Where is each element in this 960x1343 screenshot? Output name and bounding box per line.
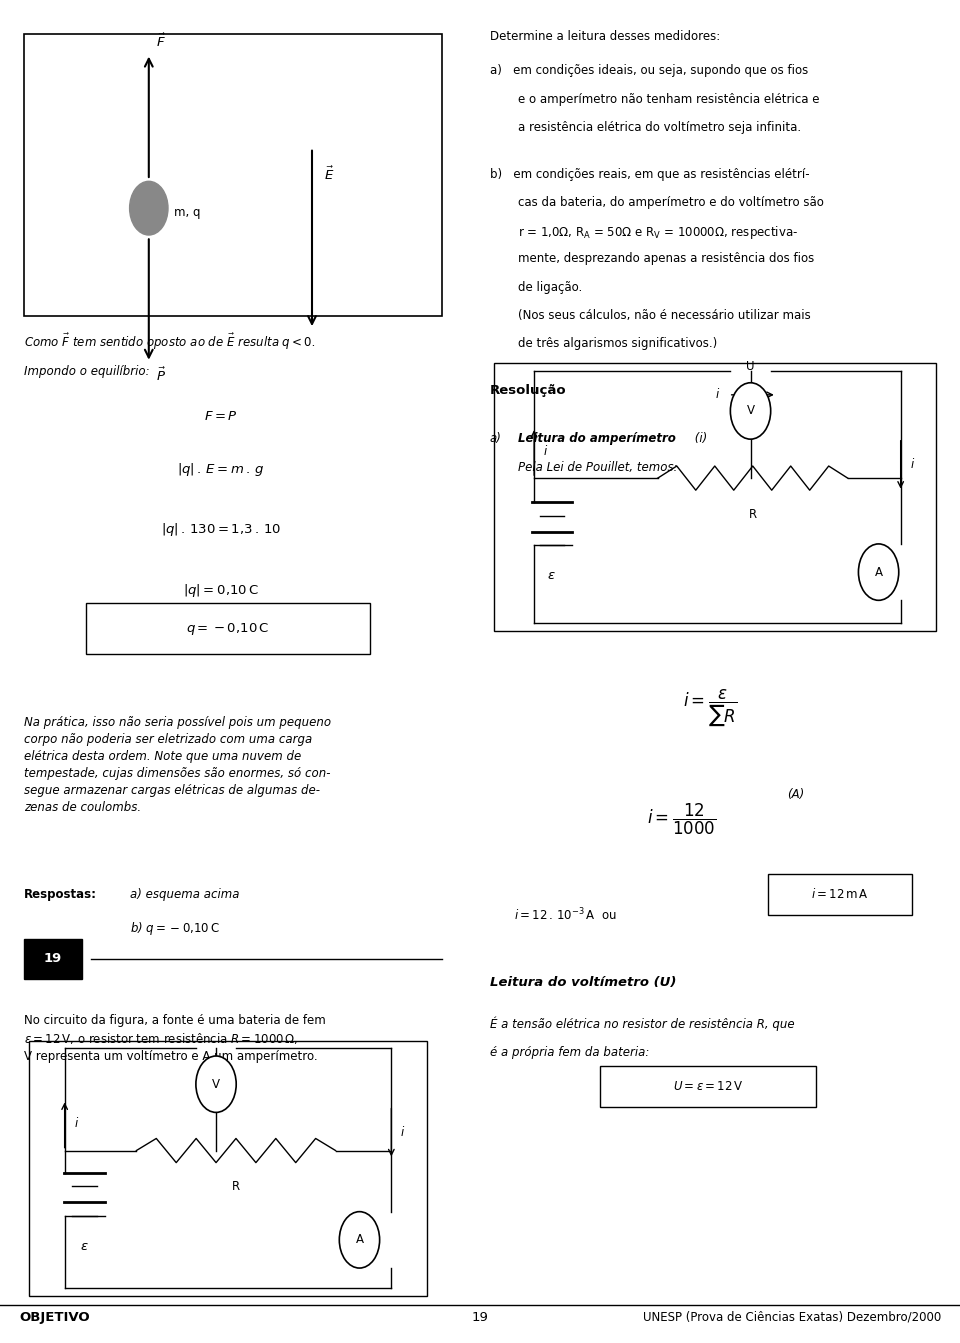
Bar — [24, 939, 82, 979]
Text: a): a) — [490, 432, 501, 446]
Text: é a própria fem da bateria:: é a própria fem da bateria: — [490, 1046, 649, 1060]
Text: m, q: m, q — [174, 205, 201, 219]
Text: Determine a leitura desses medidores:: Determine a leitura desses medidores: — [490, 30, 720, 43]
Text: (Nos seus cálculos, não é necessário utilizar mais: (Nos seus cálculos, não é necessário uti… — [518, 309, 811, 322]
Text: No circuito da figura, a fonte é uma bateria de fem
$\varepsilon = 12\,\mathrm{V: No circuito da figura, a fonte é uma bat… — [24, 1014, 325, 1062]
Bar — [600, 1066, 816, 1107]
Text: b)   em condições reais, em que as resistências elétrí-: b) em condições reais, em que as resistê… — [490, 168, 809, 181]
Text: UNESP (Prova de Ciências Exatas) Dezembro/2000: UNESP (Prova de Ciências Exatas) Dezembr… — [642, 1311, 941, 1324]
Text: (A): (A) — [787, 788, 804, 802]
Text: U: U — [746, 360, 755, 373]
Text: Impondo o equilíbrio:: Impondo o equilíbrio: — [24, 365, 150, 379]
Text: V: V — [747, 404, 755, 418]
Circle shape — [731, 383, 771, 439]
Bar — [24, 34, 442, 316]
Text: Respostas:: Respostas: — [24, 888, 97, 901]
Text: i: i — [910, 458, 914, 471]
Text: r = 1,0$\Omega$, R$_\mathrm{A}$ = 50$\Omega$ e R$_\mathrm{V}$ = 10000$\Omega$, r: r = 1,0$\Omega$, R$_\mathrm{A}$ = 50$\Om… — [518, 224, 799, 242]
Text: A: A — [875, 565, 882, 579]
Text: $F = P$: $F = P$ — [204, 410, 238, 423]
Text: i: i — [74, 1117, 78, 1131]
Text: a) esquema acima: a) esquema acima — [130, 888, 239, 901]
Circle shape — [858, 544, 899, 600]
Text: Leitura do voltímetro (U): Leitura do voltímetro (U) — [490, 976, 676, 990]
Text: Leitura do amperímetro: Leitura do amperímetro — [518, 432, 676, 446]
Text: Como $\vec{F}$ tem sentido oposto ao de $\vec{E}$ resulta $q < 0$.: Como $\vec{F}$ tem sentido oposto ao de … — [24, 332, 316, 352]
Text: $i = 12\,.\,10^{-3}\,\mathrm{A}$  ou: $i = 12\,.\,10^{-3}\,\mathrm{A}$ ou — [514, 907, 616, 923]
Text: R: R — [232, 1180, 240, 1193]
Text: Pela Lei de Pouillet, temos:: Pela Lei de Pouillet, temos: — [518, 461, 678, 474]
Text: É a tensão elétrica no resistor de resistência R, que: É a tensão elétrica no resistor de resis… — [490, 1017, 794, 1031]
Text: R: R — [749, 508, 756, 521]
Circle shape — [196, 1056, 236, 1112]
Text: $\vec{F}$: $\vec{F}$ — [156, 32, 165, 50]
Text: i: i — [716, 388, 719, 402]
Bar — [29, 1041, 427, 1296]
Text: (i): (i) — [691, 432, 708, 446]
Text: $\varepsilon$: $\varepsilon$ — [81, 1240, 89, 1253]
Text: mente, desprezando apenas a resistência dos fios: mente, desprezando apenas a resistência … — [518, 252, 815, 266]
Text: OBJETIVO: OBJETIVO — [19, 1311, 90, 1324]
Text: i: i — [401, 1125, 404, 1139]
Text: Resolução: Resolução — [490, 384, 566, 398]
Bar — [768, 874, 912, 915]
Text: de três algarismos significativos.): de três algarismos significativos.) — [518, 337, 718, 351]
Text: $|q|\,.\,130 = 1{,}3\,.\,10$: $|q|\,.\,130 = 1{,}3\,.\,10$ — [160, 521, 281, 539]
Text: e o amperímetro não tenham resistência elétrica e: e o amperímetro não tenham resistência e… — [518, 93, 820, 106]
Text: $i = 12\,\mathrm{m\,A}$: $i = 12\,\mathrm{m\,A}$ — [811, 888, 869, 901]
Text: $i = \dfrac{\varepsilon}{\sum R}$: $i = \dfrac{\varepsilon}{\sum R}$ — [684, 688, 737, 728]
Text: V: V — [212, 1077, 220, 1091]
Text: $i = \dfrac{12}{1000}$: $i = \dfrac{12}{1000}$ — [647, 802, 716, 837]
Text: 19: 19 — [43, 952, 62, 966]
Circle shape — [339, 1211, 379, 1268]
Bar — [494, 363, 936, 631]
Text: 19: 19 — [471, 1311, 489, 1324]
Text: $q = -0{,}10\,\mathrm{C}$: $q = -0{,}10\,\mathrm{C}$ — [186, 620, 270, 637]
Text: a)   em condições ideais, ou seja, supondo que os fios: a) em condições ideais, ou seja, supondo… — [490, 64, 808, 78]
Text: b) $q = -0{,}10\,\mathrm{C}$: b) $q = -0{,}10\,\mathrm{C}$ — [130, 920, 219, 937]
Text: i: i — [543, 445, 547, 458]
Text: A: A — [355, 1233, 364, 1246]
Text: a resistência elétrica do voltímetro seja infinita.: a resistência elétrica do voltímetro sej… — [518, 121, 802, 134]
Text: de ligação.: de ligação. — [518, 281, 583, 294]
Bar — [86, 603, 370, 654]
Text: $\vec{P}$: $\vec{P}$ — [156, 367, 165, 384]
Text: $|q|\,.\,E = m\,.\,g$: $|q|\,.\,E = m\,.\,g$ — [178, 461, 264, 478]
Circle shape — [130, 181, 168, 235]
Text: cas da bateria, do amperímetro e do voltímetro são: cas da bateria, do amperímetro e do volt… — [518, 196, 825, 210]
Text: Na prática, isso não seria possível pois um pequeno
corpo não poderia ser eletri: Na prática, isso não seria possível pois… — [24, 716, 331, 814]
Text: $|q| = 0{,}10\,\mathrm{C}$: $|q| = 0{,}10\,\mathrm{C}$ — [183, 582, 258, 599]
Text: $\varepsilon$: $\varepsilon$ — [547, 569, 556, 583]
Text: $\vec{E}$: $\vec{E}$ — [324, 167, 334, 183]
Text: $U = \varepsilon = 12\,\mathrm{V}$: $U = \varepsilon = 12\,\mathrm{V}$ — [673, 1080, 743, 1093]
